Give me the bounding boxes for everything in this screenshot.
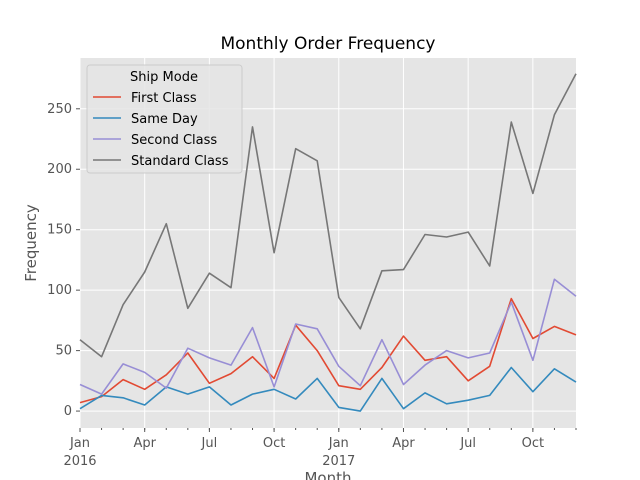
x-tick-year-label: 2017 (322, 454, 355, 469)
series-lines (79, 73, 577, 412)
legend: Ship Mode First Class Same Day Second Clas… (86, 64, 243, 174)
legend-title: Ship Mode (130, 70, 198, 85)
x-tick-label: Apr (392, 436, 415, 451)
y-tick-label: 0 (64, 404, 72, 419)
x-tick-year-label: 2016 (63, 454, 96, 469)
y-axis-label: Frequency (22, 204, 40, 282)
x-tick-label: Oct (522, 436, 544, 451)
x-axis-label: Month (304, 469, 351, 480)
y-tick-label: 50 (55, 344, 72, 359)
y-tick-label: 100 (47, 283, 72, 298)
x-tick-label: Jan (69, 436, 90, 451)
series-line-first-class (79, 297, 577, 404)
x-tick-label: Jul (201, 436, 218, 451)
legend-box (86, 64, 243, 174)
legend-entry-label: Second Class (131, 133, 217, 148)
y-tick-label: 200 (47, 162, 72, 177)
series-line-same-day (79, 366, 577, 412)
y-tick-label: 150 (47, 223, 72, 238)
y-axis-ticks: 0 50 100 150 200 250 (47, 102, 80, 419)
legend-entry-label: Same Day (131, 112, 198, 127)
x-tick-label: Jul (459, 436, 476, 451)
chart-title: Monthly Order Frequency (220, 34, 435, 54)
y-tick-label: 250 (47, 102, 72, 117)
x-tick-label: Apr (133, 436, 156, 451)
x-tick-label: Jan (328, 436, 349, 451)
legend-entry-label: Standard Class (131, 154, 229, 169)
x-tick-label: Oct (263, 436, 285, 451)
x-axis-ticks: Jan 2016 Apr Jul Oct Jan 2017 Apr Jul Oct (63, 428, 577, 469)
legend-entry-label: First Class (131, 91, 197, 106)
series-line-second-class (79, 278, 577, 395)
series-line-standard-class (79, 73, 577, 358)
